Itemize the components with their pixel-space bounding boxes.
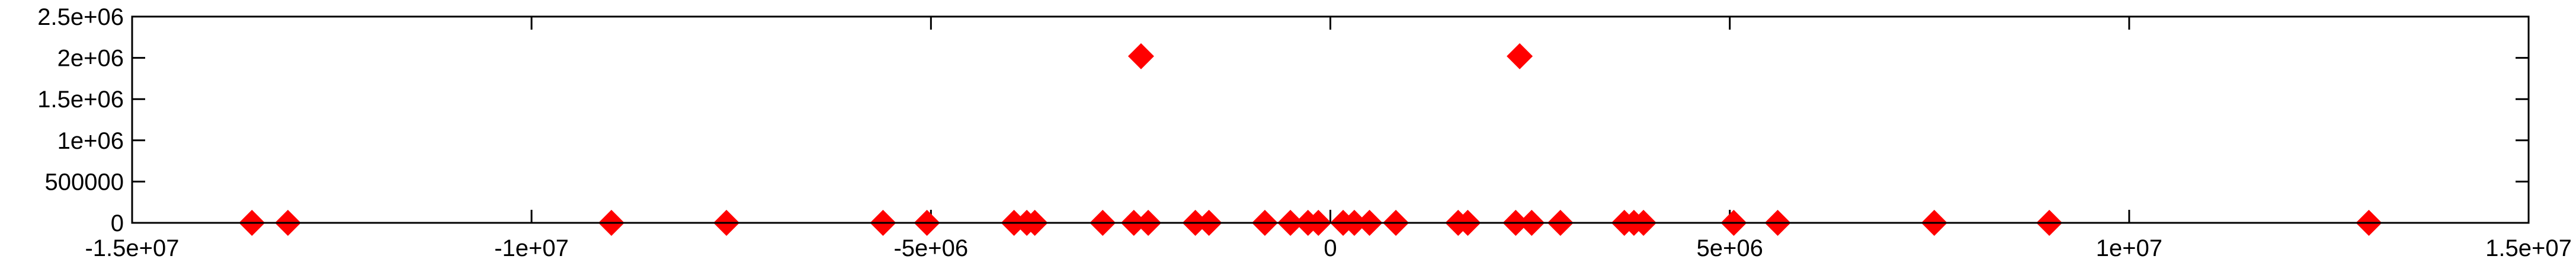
ticks-layer [131, 15, 2530, 224]
plot-frame [131, 15, 2530, 224]
y-tick-label: 500000 [45, 169, 124, 195]
x-tick-label: 5e+06 [1696, 235, 1763, 261]
y-tick-label: 2.5e+06 [37, 4, 124, 30]
tick-labels-layer: -1.5e+07 -1e+07 -5e+06 0 5e+06 1e+07 1.5e+07 0 5… [37, 4, 2572, 261]
data-points-layer [239, 43, 2382, 236]
data-point [1507, 43, 1533, 69]
x-tick-label: 1.5e+07 [2485, 235, 2572, 261]
y-tick-label: 1.5e+06 [37, 87, 124, 113]
x-tick-label: -5e+06 [893, 235, 968, 261]
x-tick-label: 1e+07 [2096, 235, 2162, 261]
y-tick-label: 0 [111, 210, 124, 236]
y-tick-label: 1e+06 [57, 128, 124, 154]
data-point [1127, 43, 1154, 69]
x-tick-label: -1e+07 [494, 235, 569, 261]
x-tick-label: 0 [1324, 235, 1337, 261]
y-tick-label: 2e+06 [57, 46, 124, 72]
x-tick-label: -1.5e+07 [85, 235, 179, 261]
